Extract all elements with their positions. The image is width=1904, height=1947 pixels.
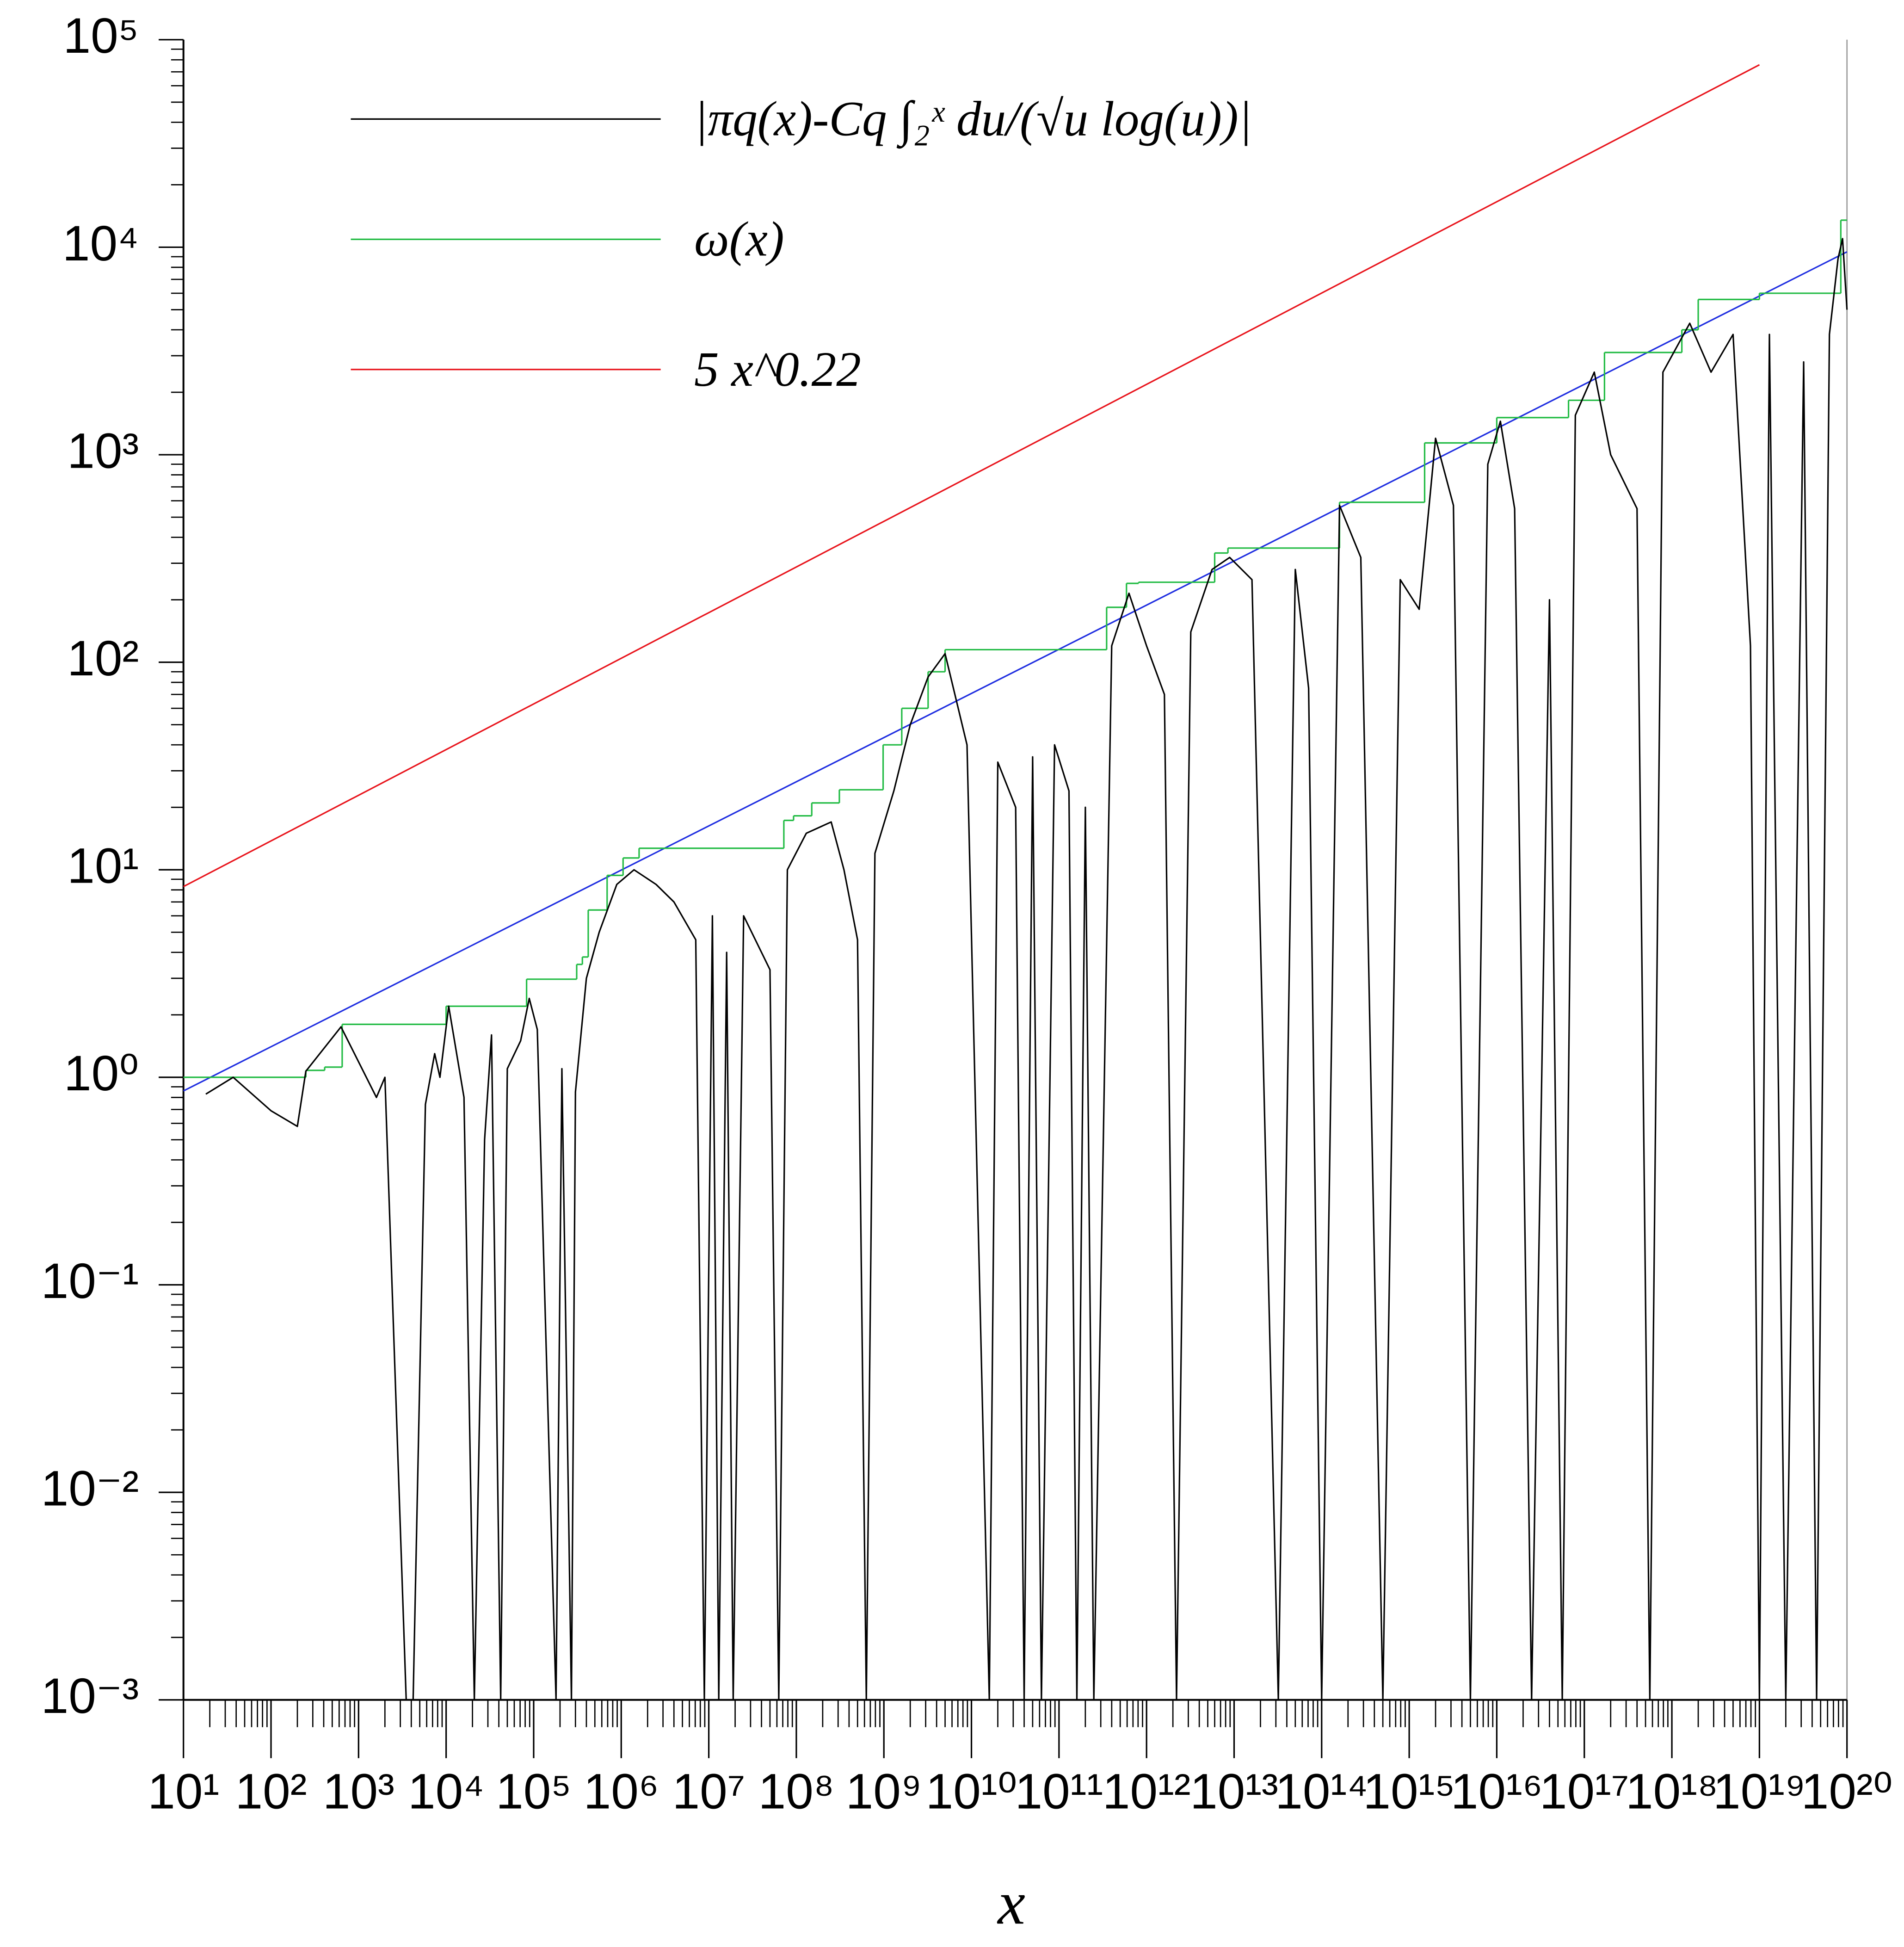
legend-label: ω(x) <box>694 212 784 267</box>
y-tick-label: 10³ <box>67 423 139 478</box>
legend-label: |πq(x)-Cq ∫₂ˣ du/(√u log(u))| <box>694 92 1252 149</box>
x-tick-label: 10⁹ <box>846 1763 922 1819</box>
series-line <box>183 64 1760 888</box>
x-tick-label: 10²⁰ <box>1801 1763 1893 1819</box>
y-tick-label: 10⁰ <box>64 1045 139 1101</box>
y-tick-label: 10¹ <box>67 838 139 894</box>
x-tick-label: 10¹⁸ <box>1626 1763 1718 1819</box>
x-tick-label: 10³ <box>323 1763 394 1819</box>
x-tick-label: 10¹⁷ <box>1540 1763 1629 1819</box>
y-tick-label: 10⁴ <box>62 216 139 271</box>
x-tick-label: 10¹² <box>1103 1763 1191 1819</box>
x-tick-label: 10¹⁴ <box>1275 1763 1368 1819</box>
x-tick-label: 10¹⁹ <box>1713 1763 1806 1819</box>
x-tick-label: 10⁵ <box>496 1763 572 1819</box>
series-line <box>205 238 1848 1701</box>
x-tick-label: 10¹⁵ <box>1363 1763 1455 1819</box>
x-tick-label: 10⁶ <box>584 1763 659 1819</box>
x-tick-label: 10¹³ <box>1190 1763 1278 1819</box>
series-line <box>183 251 1848 1092</box>
legend-label: 5 x^0.22 <box>694 342 861 397</box>
y-tick-label: 10⁻² <box>41 1460 139 1516</box>
y-tick-label: 10⁻¹ <box>41 1253 139 1309</box>
x-tick-label: 10¹⁰ <box>926 1763 1017 1819</box>
x-tick-label: 10² <box>235 1763 307 1819</box>
y-tick-label: 10² <box>67 630 139 686</box>
x-tick-label: 10⁷ <box>672 1763 746 1819</box>
x-tick-label: 10⁸ <box>758 1763 834 1819</box>
x-tick-label: 10⁴ <box>408 1763 484 1819</box>
x-axis-label: x <box>997 1869 1025 1937</box>
x-tick-label: 10¹ <box>148 1763 219 1819</box>
y-tick-label: 10⁻³ <box>41 1668 139 1724</box>
x-tick-label: 10¹⁶ <box>1451 1763 1543 1819</box>
y-tick-label: 10⁵ <box>63 8 139 63</box>
x-tick-label: 10¹¹ <box>1015 1763 1103 1819</box>
